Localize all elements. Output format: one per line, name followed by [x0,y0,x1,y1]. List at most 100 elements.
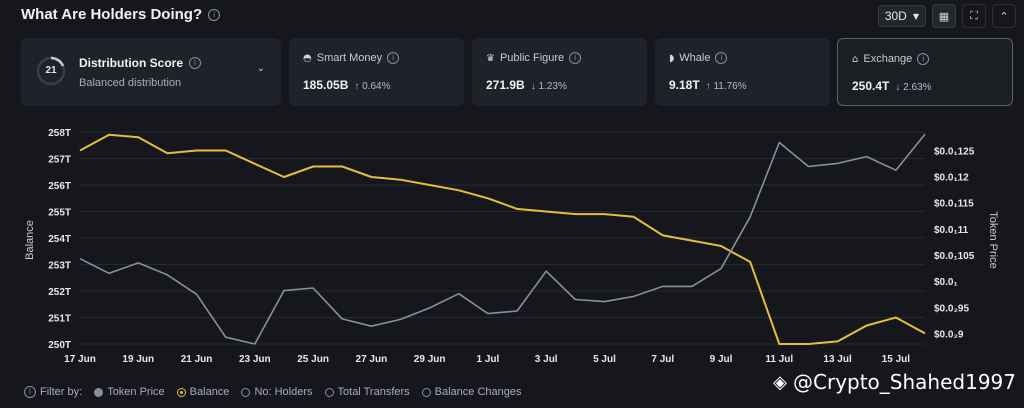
y-tick-label-left: 256T [48,181,71,192]
y-tick-label-left: 257T [48,155,71,166]
card-label: Exchange [863,53,913,65]
binance-logo-icon: ◈ [773,371,787,393]
x-tick-label: 25 Jun [297,354,329,365]
filter-balance-changes[interactable]: Balance Changes [421,386,522,398]
chart-controls: 30D ▼ ▦ ⛶ ⌃ [877,4,1016,28]
y-tick-label-right: $0.0₁11 [934,225,969,236]
filter-holders[interactable]: No: Holders [241,386,313,398]
filter-text: No: Holders [254,386,313,398]
watermark: ◈ @Crypto_Shahed1997 [773,370,1016,394]
card-change: ↑ 0.64% [354,81,391,92]
x-tick-label: 15 Jul [882,354,911,365]
radio-empty-icon [324,387,334,397]
distribution-title-text: Distribution Score [79,56,184,70]
y-tick-label-right: $0.0₁12 [934,172,969,183]
y-tick-label-left: 258T [48,128,71,139]
y-tick-label-right: $0.0₂95 [934,303,969,314]
caret-down-icon: ▼ [912,11,919,21]
filter-total-transfers[interactable]: Total Transfers [324,386,410,398]
y-axis-label-left: Balance [24,220,36,260]
filter-bar: i Filter by: Token Price Balance No: Hold… [24,386,522,398]
info-icon[interactable]: i [917,53,930,65]
filter-balance[interactable]: Balance [176,386,230,398]
filter-label-text: Filter by: [40,386,83,398]
period-value: 30D [884,9,907,23]
y-tick-label-left: 254T [48,234,71,245]
exchange-icon: ⌂ [852,53,859,65]
y-tick-label-left: 252T [48,287,71,298]
whale-card[interactable]: ◗ Whale i 9.18T ↑ 11.76% [655,38,830,106]
holders-chart: 250T 251T 252T 253T 254T 255T 256T 257T 258T $0.… [24,128,999,365]
x-tick-label: 27 Jun [356,354,388,365]
card-value: 271.9B [486,78,525,92]
filter-label: i Filter by: [24,386,82,398]
smart-money-icon: ◓ [303,52,312,64]
filter-token-price[interactable]: Token Price [94,386,165,398]
card-change: ↓ 2.63% [895,82,932,93]
radio-empty-icon [241,387,251,397]
card-label: Whale [679,52,711,64]
distribution-subtitle: Balanced distribution [79,77,182,89]
x-tick-label: 13 Jul [823,354,852,365]
radio-selected-icon [176,387,186,397]
card-value: 250.4T [852,79,890,93]
card-label: Public Figure [499,52,565,64]
balance-line [79,133,926,345]
x-tick-label: 23 Jun [239,354,271,365]
public-figure-card[interactable]: ♛ Public Figure i 271.9B ↓ 1.23% [472,38,647,106]
y-tick-label-right: $0.0₁115 [934,199,974,210]
card-value: 9.18T [669,78,700,92]
y-tick-label-right: $0.0₂9 [934,330,964,341]
card-change: ↓ 1.23% [530,81,567,92]
x-axis: 17 Jun 19 Jun 21 Jun 23 Jun 25 Jun 27 Jun 29 J… [64,354,910,365]
filter-text: Total Transfers [337,386,410,398]
info-icon[interactable]: i [715,52,728,64]
info-icon[interactable]: i [569,52,582,64]
collapse-icon[interactable]: ⌃ [992,4,1016,28]
whale-icon: ◗ [669,52,675,64]
x-tick-label: 5 Jul [593,354,616,365]
info-icon[interactable]: i [387,52,400,64]
page-title: What Are Holders Doing? i [21,6,221,23]
y-tick-label-left: 251T [48,314,71,325]
x-tick-label: 17 Jun [64,354,96,365]
x-tick-label: 11 Jul [765,354,793,365]
x-tick-label: 1 Jul [477,354,500,365]
filter-text: Token Price [107,386,165,398]
y-tick-label-right: $0.0₁125 [934,146,975,157]
title-text: What Are Holders Doing? [21,6,203,23]
y-tick-label-left: 253T [48,261,71,272]
card-value: 185.05B [303,78,349,92]
radio-filled-icon [94,387,104,397]
watermark-text: @Crypto_Shahed1997 [793,370,1016,394]
public-figure-icon: ♛ [486,52,495,64]
info-icon[interactable]: i [189,57,202,69]
y-axis-label-right: Token Price [987,211,999,268]
exchange-card[interactable]: ⌂ Exchange i 250.4T ↓ 2.63% [837,38,1013,106]
x-tick-label: 21 Jun [181,354,213,365]
fullscreen-icon[interactable]: ⛶ [962,4,986,28]
smart-money-card[interactable]: ◓ Smart Money i 185.05B ↑ 0.64% [289,38,464,106]
x-tick-label: 29 Jun [414,354,446,365]
info-icon[interactable]: i [208,8,221,21]
filter-text: Balance [189,386,230,398]
info-icon[interactable]: i [24,386,36,398]
distribution-score-card[interactable]: 21 Distribution Score i Balanced distrib… [21,38,281,106]
chevron-down-icon[interactable]: ⌄ [256,63,265,74]
filter-text: Balance Changes [434,386,522,398]
chart-series [79,133,926,345]
card-change: ↑ 11.76% [705,81,747,92]
x-tick-label: 19 Jun [122,354,154,365]
calendar-icon[interactable]: ▦ [932,4,956,28]
token-price-line [79,133,926,345]
y-tick-label-left: 250T [48,340,71,351]
x-tick-label: 7 Jul [651,354,674,365]
y-tick-label-right: $0.0₁105 [934,251,975,262]
period-select[interactable]: 30D ▼ [877,5,926,27]
y-tick-label-left: 255T [48,208,71,219]
x-tick-label: 3 Jul [535,354,558,365]
y-tick-label-right: $0.0₁ [934,277,958,288]
radio-empty-icon [421,387,431,397]
y-axis-right: $0.0₂9 $0.0₂95 $0.0₁ $0.0₁105 $0.0₁11 $0.0₁11… [934,146,975,340]
card-label: Smart Money [316,52,383,64]
